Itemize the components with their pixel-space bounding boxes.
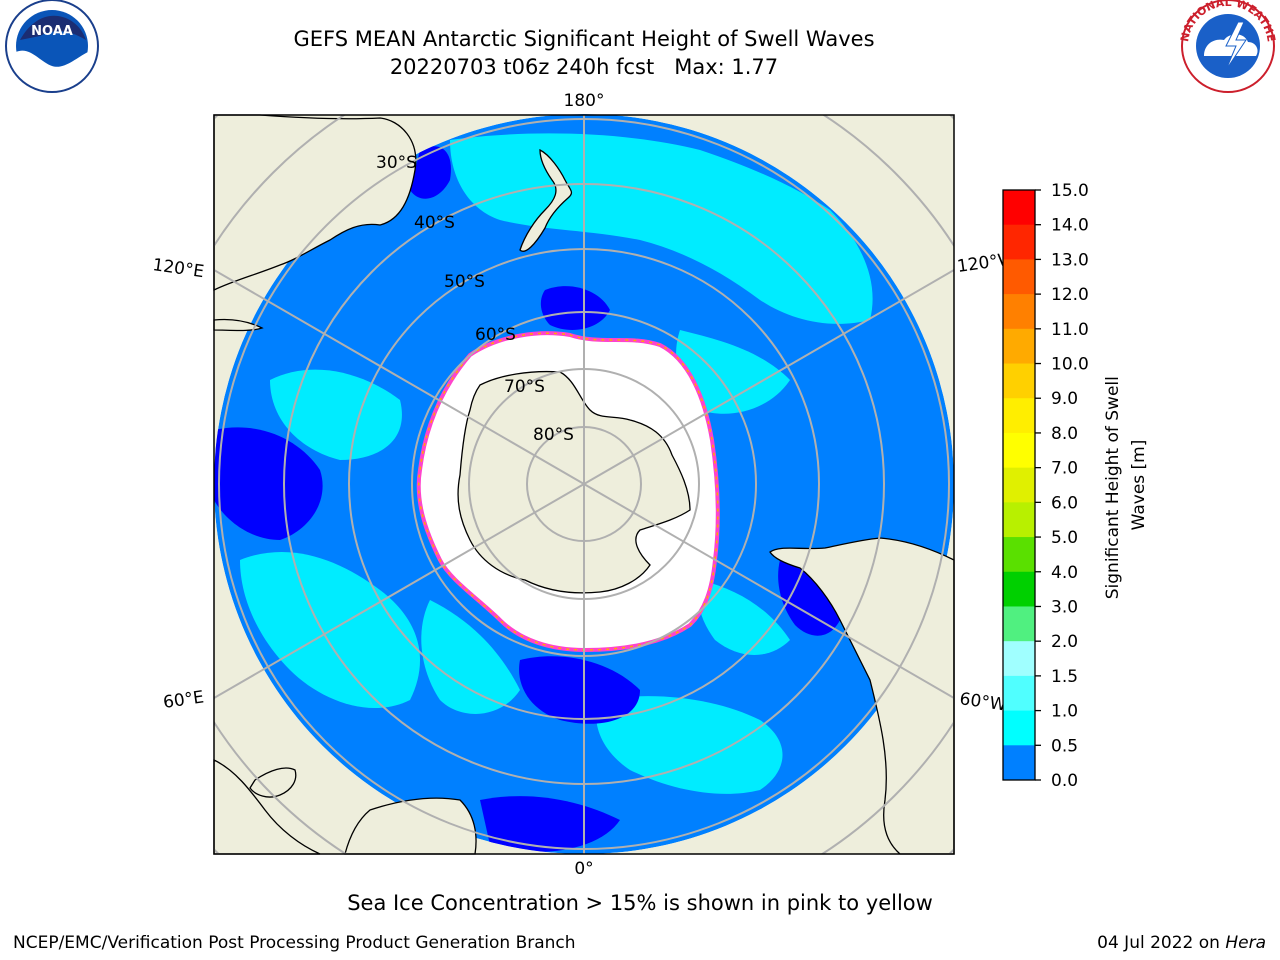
colorbar-tick-label: 14.0 (1051, 216, 1089, 236)
lon-label-0: 0° (574, 859, 593, 879)
colorbar-tick-label: 0.5 (1051, 736, 1078, 756)
colorbar-segment (1003, 745, 1035, 781)
colorbar-label: Significant Height of Swell Waves [m] (1103, 371, 1149, 600)
lat-label-50s: 50°S (444, 272, 485, 292)
lat-label-40s: 40°S (414, 213, 455, 233)
colorbar-segment (1003, 641, 1035, 677)
colorbar-segment (1003, 398, 1035, 434)
lon-label-60e: 60°E (162, 687, 205, 712)
map-title: GEFS MEAN Antarctic Significant Height o… (293, 27, 875, 51)
colorbar-segment (1003, 537, 1035, 573)
svg-text:NATIONAL WEATHER SERVICE: NATIONAL WEATHER SERVICE (0, 0, 1278, 43)
lat-label-80s: 80°S (533, 425, 574, 445)
colorbar-segment (1003, 467, 1035, 503)
colorbar-segment (1003, 606, 1035, 642)
colorbar-tick-label: 3.0 (1051, 597, 1078, 617)
lon-label-120e: 120°E (151, 255, 205, 282)
footer-host: Hera (1225, 933, 1266, 953)
lat-label-30s: 30°S (376, 153, 417, 173)
lat-label-60s: 60°S (475, 325, 516, 345)
colorbar-tick-label: 8.0 (1051, 424, 1078, 444)
colorbar-segment (1003, 259, 1035, 295)
colorbar-segment (1003, 224, 1035, 260)
svg-text:NOAA: NOAA (31, 24, 73, 39)
colorbar-tick-label: 11.0 (1051, 320, 1089, 340)
noaa-logo: NOAA (5, 0, 99, 93)
colorbar: 15.0 14.0 13.0 12.0 11.0 10.0 9.0 8.0 7.0 6.0 5.0 4… (1002, 181, 1089, 791)
colorbar-tick-label: 12.0 (1051, 285, 1089, 305)
colorbar-segment (1003, 675, 1035, 712)
colorbar-tick-label: 1.0 (1051, 702, 1078, 722)
colorbar-tick-label: 2.0 (1051, 632, 1078, 652)
colorbar-segment (1003, 710, 1035, 746)
colorbar-tick-label: 0.0 (1051, 771, 1078, 791)
outer-graticule (214, 115, 954, 854)
nws-logo: NATIONAL WEATHER SERVICE (0, 0, 1278, 93)
sea-ice-caption: Sea Ice Concentration > 15% is shown in … (347, 891, 933, 915)
antarctica-land (457, 370, 691, 594)
colorbar-segment (1003, 190, 1035, 226)
footer-date: 04 Jul 2022 on Hera (1097, 933, 1266, 953)
land-masses (213, 114, 955, 855)
colorbar-segment (1003, 571, 1035, 607)
colorbar-tick-label: 10.0 (1051, 355, 1089, 375)
footer-branch: NCEP/EMC/Verification Post Processing Pr… (13, 933, 576, 953)
colorbar-tick-label: 13.0 (1051, 250, 1089, 270)
colorbar-segment (1003, 294, 1035, 330)
colorbar-segment (1003, 363, 1035, 399)
colorbar-tick-label: 1.5 (1051, 667, 1078, 687)
colorbar-tick-label: 15.0 (1051, 181, 1089, 201)
map-frame (213, 114, 955, 855)
lon-label-60w: 60°W (958, 689, 1007, 715)
colorbar-tick-label: 4.0 (1051, 563, 1078, 583)
colorbar-segment (1003, 328, 1035, 365)
lon-label-180: 180° (564, 91, 605, 111)
latitude-labels: 30°S 40°S 50°S 60°S 70°S 80°S (376, 153, 574, 445)
colorbar-frame (1002, 189, 1036, 781)
colorbar-tick-label: 7.0 (1051, 459, 1078, 479)
colorbar-tick-label: 9.0 (1051, 389, 1078, 409)
map-subtitle: 20220703 t06z 240h fcst Max: 1.77 (389, 55, 779, 79)
lat-label-70s: 70°S (504, 377, 545, 397)
colorbar-segment (1003, 502, 1035, 538)
colorbar-tick-label: 6.0 (1051, 493, 1078, 513)
colorbar-tick-label: 5.0 (1051, 528, 1078, 548)
colorbar-segment (1003, 432, 1035, 469)
